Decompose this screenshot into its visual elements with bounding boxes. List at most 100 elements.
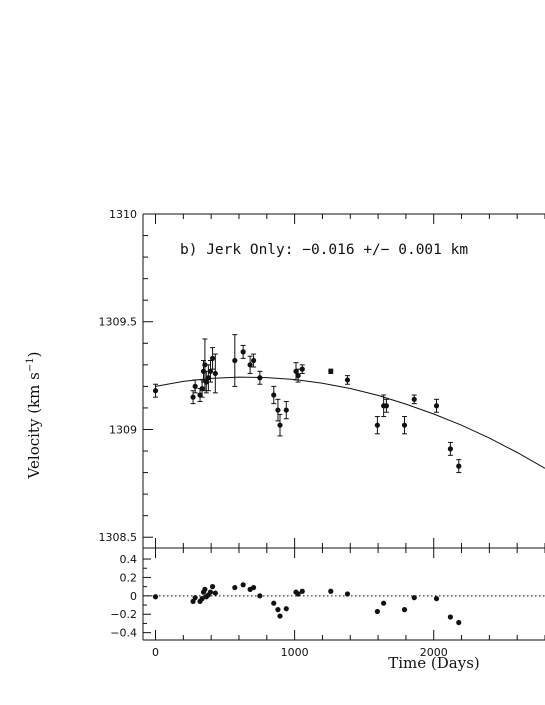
res-y-tick-label: 0.4 bbox=[120, 553, 138, 566]
data-marker bbox=[190, 394, 196, 400]
velocity-point bbox=[433, 398, 440, 413]
velocity-point bbox=[328, 368, 334, 374]
residual-point bbox=[250, 584, 257, 591]
data-marker bbox=[344, 377, 351, 383]
main-y-axis: 1308.5 1309 1309.5 1310 bbox=[99, 208, 153, 544]
data-marker bbox=[205, 375, 211, 381]
data-marker bbox=[212, 370, 218, 377]
velocity-point bbox=[192, 379, 198, 394]
data-marker bbox=[411, 396, 417, 402]
data-marker bbox=[209, 355, 216, 361]
residual-point bbox=[240, 582, 246, 588]
residual-point bbox=[381, 600, 387, 606]
residual-point bbox=[344, 591, 351, 597]
residual-point bbox=[207, 589, 214, 595]
velocity-point bbox=[447, 441, 454, 456]
velocity-point bbox=[240, 344, 246, 359]
main-y-tick-label: 1308.5 bbox=[99, 531, 138, 544]
residual-point bbox=[192, 595, 198, 601]
res-y-tick-label: 0 bbox=[130, 590, 137, 603]
velocity-data-points bbox=[152, 334, 462, 474]
velocity-point bbox=[209, 347, 216, 370]
velocity-point bbox=[383, 398, 390, 413]
data-marker bbox=[207, 368, 214, 374]
residual-point bbox=[456, 619, 462, 626]
main-y-tick-label: 1309 bbox=[109, 423, 137, 436]
velocity-point bbox=[212, 353, 218, 394]
data-marker bbox=[152, 388, 159, 394]
residual-point bbox=[232, 584, 238, 591]
x-tick-label: 2000 bbox=[420, 646, 448, 659]
data-marker bbox=[197, 392, 203, 398]
velocity-point bbox=[257, 370, 263, 385]
velocity-point bbox=[232, 334, 238, 387]
velocity-point bbox=[152, 383, 159, 398]
velocity-point bbox=[250, 353, 257, 368]
residual-point bbox=[152, 594, 159, 600]
velocity-point bbox=[344, 375, 351, 385]
residual-point bbox=[209, 584, 216, 590]
main-y-tick-label: 1309.5 bbox=[99, 316, 138, 329]
residual-point bbox=[401, 607, 408, 613]
data-marker bbox=[250, 357, 257, 364]
data-marker bbox=[199, 385, 205, 392]
data-marker bbox=[374, 422, 380, 428]
data-marker bbox=[293, 368, 299, 374]
data-marker bbox=[328, 368, 334, 374]
residual-point bbox=[447, 614, 454, 620]
residual-point bbox=[275, 607, 281, 613]
residual-point bbox=[328, 588, 334, 594]
data-marker bbox=[275, 407, 281, 413]
plot-frames bbox=[142, 213, 545, 641]
data-marker bbox=[257, 375, 263, 381]
data-marker bbox=[433, 403, 440, 409]
data-marker bbox=[203, 379, 209, 385]
residual-y-axis: −0.4 −0.2 0 0.2 0.4 bbox=[110, 553, 151, 640]
x-tick-label: 0 bbox=[152, 646, 159, 659]
data-marker bbox=[401, 422, 408, 428]
residual-point bbox=[257, 593, 263, 599]
data-marker bbox=[383, 403, 390, 409]
velocity-point bbox=[401, 416, 408, 435]
data-marker bbox=[271, 392, 277, 398]
residual-point bbox=[433, 596, 440, 602]
data-marker bbox=[299, 366, 305, 372]
data-marker bbox=[202, 362, 208, 368]
velocity-point bbox=[295, 368, 301, 383]
residual-point bbox=[374, 608, 380, 615]
data-marker bbox=[232, 357, 238, 364]
residual-point bbox=[199, 596, 205, 602]
velocity-point bbox=[247, 355, 253, 374]
fit-annotation: b) Jerk Only: −0.016 +/− 0.001 km bbox=[180, 242, 468, 258]
residual-point bbox=[411, 595, 417, 601]
velocity-point bbox=[199, 379, 205, 398]
res-y-tick-label: −0.2 bbox=[110, 608, 137, 621]
velocity-point bbox=[277, 413, 283, 437]
velocity-point bbox=[205, 364, 211, 392]
res-y-tick-label: 0.2 bbox=[120, 571, 138, 584]
velocity-point bbox=[283, 400, 289, 420]
data-marker bbox=[240, 349, 246, 355]
residual-point bbox=[271, 600, 277, 606]
residual-point bbox=[295, 591, 301, 597]
residual-x-axis: 0 1000 2000 bbox=[152, 548, 545, 659]
data-marker bbox=[456, 463, 462, 469]
data-marker bbox=[277, 422, 283, 428]
main-y-tick-label: 1310 bbox=[109, 208, 137, 221]
res-y-tick-label: −0.4 bbox=[110, 627, 137, 640]
velocity-point bbox=[299, 364, 305, 374]
residual-point bbox=[212, 590, 218, 596]
residual-point bbox=[202, 586, 208, 593]
data-marker bbox=[295, 373, 301, 379]
data-marker bbox=[447, 446, 454, 452]
residual-point bbox=[277, 613, 283, 619]
residual-point bbox=[283, 606, 289, 612]
y-axis-title-close: ) bbox=[25, 352, 43, 358]
jerk-fit-curve bbox=[155, 376, 545, 469]
y-axis-title: Velocity (km s−1) bbox=[25, 352, 43, 480]
data-marker bbox=[283, 407, 289, 413]
main-x-ticks bbox=[155, 214, 545, 548]
x-axis-title: Time (Days) bbox=[388, 654, 480, 672]
velocity-point bbox=[374, 416, 380, 435]
velocity-point bbox=[271, 385, 277, 405]
